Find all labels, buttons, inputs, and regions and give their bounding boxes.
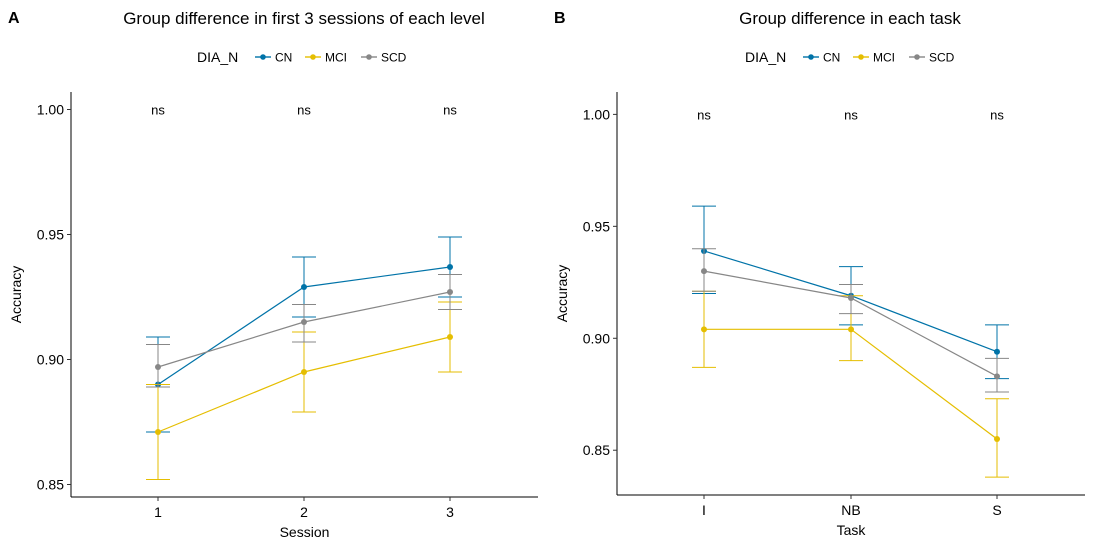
legend-label: CN — [275, 51, 292, 65]
y-tick-label: 1.00 — [583, 106, 610, 122]
series-mci — [146, 301, 462, 480]
legend-key-point — [914, 54, 920, 60]
series-mci — [692, 290, 1009, 478]
data-point — [701, 326, 707, 333]
legend-item: CN — [255, 51, 292, 65]
data-point — [994, 436, 1000, 443]
data-point — [994, 373, 1000, 380]
legend-key-point — [310, 54, 316, 60]
panel-tag: B — [554, 10, 566, 27]
legend: DIA_N CN MCI SCD — [197, 49, 407, 65]
x-axis-title: Session — [280, 524, 330, 540]
y-tick-label: 0.90 — [37, 352, 64, 368]
legend-item: MCI — [305, 51, 347, 65]
significance-label: ns — [297, 103, 311, 118]
series-scd — [692, 248, 1009, 393]
data-point — [155, 364, 161, 370]
data-point — [848, 326, 854, 333]
x-tick-label: NB — [841, 502, 860, 518]
legend-item: MCI — [853, 51, 895, 65]
y-axis-title: Accuracy — [554, 265, 570, 323]
x-tick-label: 3 — [446, 504, 454, 520]
data-point — [994, 348, 1000, 355]
legend-title: DIA_N — [745, 49, 786, 65]
x-tick-label: I — [702, 502, 706, 518]
y-tick-label: 0.95 — [583, 218, 610, 234]
significance-label: ns — [151, 103, 165, 118]
legend-item: CN — [803, 51, 840, 65]
chart-title: Group difference in first 3 sessions of … — [123, 9, 485, 28]
series-scd — [146, 274, 462, 388]
data-point — [301, 284, 307, 290]
legend-key-point — [858, 54, 864, 60]
chart-title: Group difference in each task — [739, 9, 961, 28]
x-tick-label: 1 — [154, 504, 162, 520]
significance-label: ns — [990, 107, 1004, 122]
significance-label: ns — [697, 107, 711, 122]
legend-title: DIA_N — [197, 49, 238, 65]
chart-panel-a: A Group difference in first 3 sessions of… — [8, 9, 538, 540]
legend-key-point — [808, 54, 814, 60]
legend-label: CN — [823, 51, 840, 65]
data-point — [155, 429, 161, 435]
x-axis-title: Task — [837, 522, 867, 538]
data-point — [301, 369, 307, 375]
legend-label: SCD — [381, 51, 407, 65]
x-tick-label: S — [992, 502, 1001, 518]
legend-key-point — [366, 54, 372, 60]
legend-label: MCI — [873, 51, 895, 65]
data-point — [701, 268, 707, 275]
x-tick-label: 2 — [300, 504, 308, 520]
data-point — [848, 294, 854, 301]
data-point — [301, 319, 307, 325]
y-tick-label: 0.85 — [583, 442, 610, 458]
legend-label: SCD — [929, 51, 955, 65]
y-axis-title: Accuracy — [8, 266, 24, 324]
data-point — [447, 289, 453, 295]
y-tick-label: 1.00 — [37, 102, 64, 118]
legend-item: SCD — [909, 51, 955, 65]
data-point — [447, 334, 453, 340]
legend-item: SCD — [361, 51, 407, 65]
chart-panel-b: B Group difference in each task DIA_N CN MCI… — [554, 9, 1085, 538]
legend-key-point — [260, 54, 266, 60]
legend: DIA_N CN MCI SCD — [745, 49, 955, 65]
legend-label: MCI — [325, 51, 347, 65]
significance-label: ns — [844, 107, 858, 122]
y-tick-label: 0.95 — [37, 227, 64, 243]
panel-tag: A — [8, 10, 20, 27]
significance-label: ns — [443, 103, 457, 118]
data-point — [447, 264, 453, 270]
y-tick-label: 0.85 — [37, 477, 64, 493]
y-tick-label: 0.90 — [583, 330, 610, 346]
